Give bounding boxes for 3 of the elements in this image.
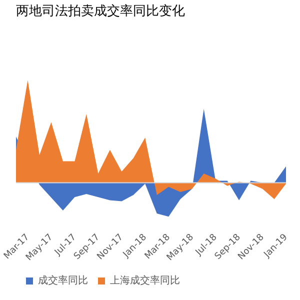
chart-title: 两地司法拍卖成交率同比变化 <box>16 3 185 20</box>
legend-label: 成交率同比 <box>38 274 88 287</box>
legend-label: 上海成交率同比 <box>110 274 180 287</box>
